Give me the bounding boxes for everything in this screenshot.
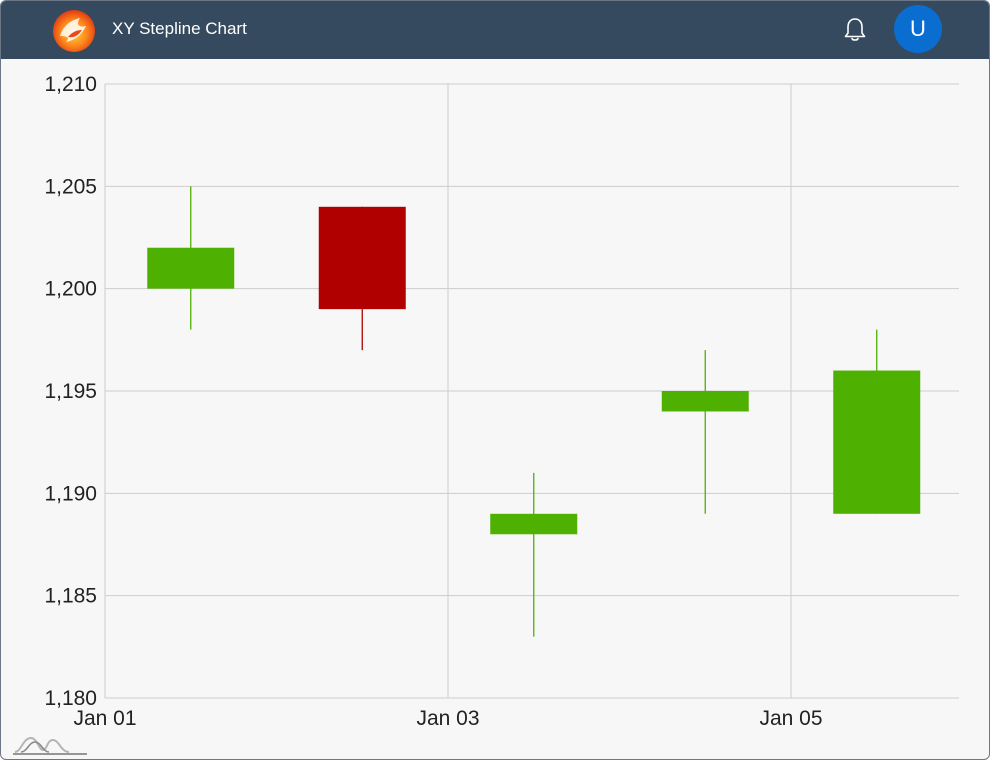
chart-grid	[104, 83, 959, 699]
y-tick-label: 1,180	[44, 687, 97, 710]
y-tick-label: 1,195	[44, 380, 97, 403]
y-axis: 1,180 1,185 1,190 1,195 1,200 1,205 1,210	[44, 73, 97, 710]
y-tick-label: 1,185	[44, 585, 97, 608]
bell-icon[interactable]	[843, 17, 867, 43]
x-axis: Jan 01 Jan 03 Jan 05	[73, 707, 822, 730]
candle-body	[318, 206, 406, 310]
y-tick-label: 1,205	[44, 175, 97, 198]
y-tick-label: 1,190	[44, 482, 97, 505]
x-tick-label: Jan 01	[73, 707, 136, 730]
y-tick-label: 1,200	[44, 278, 97, 301]
user-avatar[interactable]: U	[894, 5, 942, 53]
chart-logo-icon	[13, 736, 87, 755]
candlestick-chart: 1,180 1,185 1,190 1,195 1,200 1,205 1,210 Jan …	[44, 73, 959, 730]
candle-body	[661, 391, 749, 412]
y-tick-label: 1,210	[44, 73, 97, 96]
candle-body	[490, 513, 578, 535]
candle-body	[147, 247, 235, 289]
x-tick-label: Jan 05	[759, 707, 822, 730]
app-title: XY Stepline Chart	[112, 19, 247, 38]
chart-candles	[147, 186, 921, 637]
shell-bar: XY Stepline Chart U	[1, 1, 989, 59]
phoenix-logo-icon	[53, 10, 95, 52]
x-tick-label: Jan 03	[416, 707, 479, 730]
candle-body	[833, 370, 921, 514]
